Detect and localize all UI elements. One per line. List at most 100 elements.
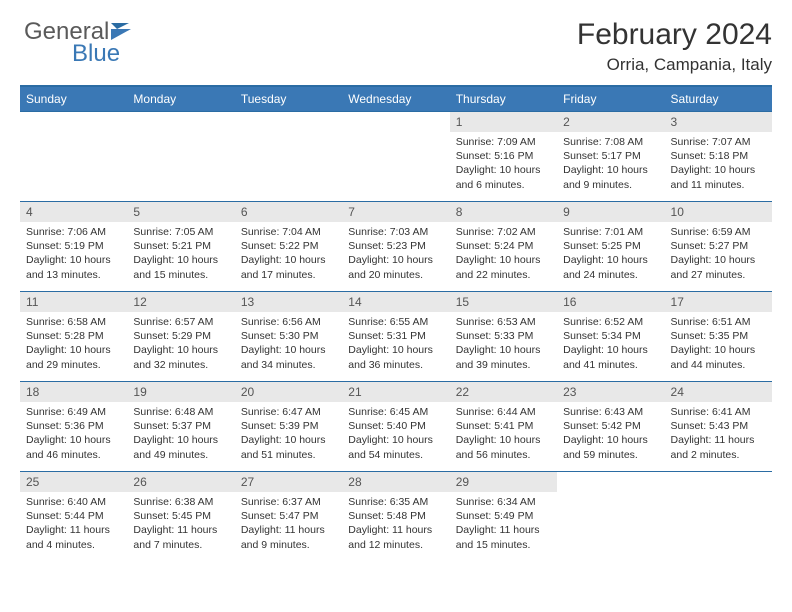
day-number: 10 — [665, 202, 772, 222]
sunrise-line: Sunrise: 6:41 AM — [671, 405, 766, 419]
day-number: 24 — [665, 382, 772, 402]
weekday-header: Wednesday — [342, 86, 449, 112]
day-content: Sunrise: 7:03 AMSunset: 5:23 PMDaylight:… — [342, 222, 449, 288]
day-number: 23 — [557, 382, 664, 402]
calendar-cell: 17Sunrise: 6:51 AMSunset: 5:35 PMDayligh… — [665, 292, 772, 382]
daylight-line: Daylight: 10 hours and 22 minutes. — [456, 253, 551, 281]
day-content: Sunrise: 6:38 AMSunset: 5:45 PMDaylight:… — [127, 492, 234, 558]
sunset-line: Sunset: 5:17 PM — [563, 149, 658, 163]
sunset-line: Sunset: 5:23 PM — [348, 239, 443, 253]
calendar-cell: 13Sunrise: 6:56 AMSunset: 5:30 PMDayligh… — [235, 292, 342, 382]
day-content: Sunrise: 6:57 AMSunset: 5:29 PMDaylight:… — [127, 312, 234, 378]
sunrise-line: Sunrise: 6:57 AM — [133, 315, 228, 329]
weekday-header: Tuesday — [235, 86, 342, 112]
sunset-line: Sunset: 5:35 PM — [671, 329, 766, 343]
daylight-line: Daylight: 11 hours and 12 minutes. — [348, 523, 443, 551]
sunrise-line: Sunrise: 7:01 AM — [563, 225, 658, 239]
sunset-line: Sunset: 5:28 PM — [26, 329, 121, 343]
weekday-header: Thursday — [450, 86, 557, 112]
sunrise-line: Sunrise: 6:56 AM — [241, 315, 336, 329]
daylight-line: Daylight: 10 hours and 54 minutes. — [348, 433, 443, 461]
daylight-line: Daylight: 10 hours and 32 minutes. — [133, 343, 228, 371]
sunrise-line: Sunrise: 6:34 AM — [456, 495, 551, 509]
day-content: Sunrise: 6:41 AMSunset: 5:43 PMDaylight:… — [665, 402, 772, 468]
sunset-line: Sunset: 5:27 PM — [671, 239, 766, 253]
day-number: 11 — [20, 292, 127, 312]
daylight-line: Daylight: 10 hours and 36 minutes. — [348, 343, 443, 371]
calendar-cell: 18Sunrise: 6:49 AMSunset: 5:36 PMDayligh… — [20, 382, 127, 472]
sunset-line: Sunset: 5:31 PM — [348, 329, 443, 343]
day-number: 26 — [127, 472, 234, 492]
sunrise-line: Sunrise: 6:44 AM — [456, 405, 551, 419]
sunrise-line: Sunrise: 6:48 AM — [133, 405, 228, 419]
sunset-line: Sunset: 5:16 PM — [456, 149, 551, 163]
weekday-header: Sunday — [20, 86, 127, 112]
sunrise-line: Sunrise: 6:43 AM — [563, 405, 658, 419]
daylight-line: Daylight: 10 hours and 6 minutes. — [456, 163, 551, 191]
day-content: Sunrise: 7:01 AMSunset: 5:25 PMDaylight:… — [557, 222, 664, 288]
daylight-line: Daylight: 10 hours and 29 minutes. — [26, 343, 121, 371]
calendar-week-row: 18Sunrise: 6:49 AMSunset: 5:36 PMDayligh… — [20, 382, 772, 472]
empty-day — [127, 112, 234, 132]
day-number: 5 — [127, 202, 234, 222]
day-content: Sunrise: 6:35 AMSunset: 5:48 PMDaylight:… — [342, 492, 449, 558]
sunrise-line: Sunrise: 7:02 AM — [456, 225, 551, 239]
calendar-cell: 6Sunrise: 7:04 AMSunset: 5:22 PMDaylight… — [235, 202, 342, 292]
weekday-header: Monday — [127, 86, 234, 112]
sunset-line: Sunset: 5:48 PM — [348, 509, 443, 523]
day-number: 20 — [235, 382, 342, 402]
day-content: Sunrise: 6:55 AMSunset: 5:31 PMDaylight:… — [342, 312, 449, 378]
calendar-week-row: 11Sunrise: 6:58 AMSunset: 5:28 PMDayligh… — [20, 292, 772, 382]
sunset-line: Sunset: 5:40 PM — [348, 419, 443, 433]
empty-day — [557, 472, 664, 492]
day-number: 17 — [665, 292, 772, 312]
calendar-cell: 26Sunrise: 6:38 AMSunset: 5:45 PMDayligh… — [127, 472, 234, 562]
sunrise-line: Sunrise: 7:07 AM — [671, 135, 766, 149]
sunset-line: Sunset: 5:21 PM — [133, 239, 228, 253]
day-content: Sunrise: 7:05 AMSunset: 5:21 PMDaylight:… — [127, 222, 234, 288]
calendar-cell — [235, 112, 342, 202]
sunset-line: Sunset: 5:42 PM — [563, 419, 658, 433]
calendar-cell: 24Sunrise: 6:41 AMSunset: 5:43 PMDayligh… — [665, 382, 772, 472]
calendar-cell — [342, 112, 449, 202]
empty-day — [342, 112, 449, 132]
day-number: 1 — [450, 112, 557, 132]
calendar-cell: 20Sunrise: 6:47 AMSunset: 5:39 PMDayligh… — [235, 382, 342, 472]
calendar-cell — [20, 112, 127, 202]
day-content: Sunrise: 6:53 AMSunset: 5:33 PMDaylight:… — [450, 312, 557, 378]
day-content: Sunrise: 7:09 AMSunset: 5:16 PMDaylight:… — [450, 132, 557, 198]
calendar-table: SundayMondayTuesdayWednesdayThursdayFrid… — [20, 85, 772, 562]
daylight-line: Daylight: 11 hours and 2 minutes. — [671, 433, 766, 461]
day-content: Sunrise: 6:34 AMSunset: 5:49 PMDaylight:… — [450, 492, 557, 558]
title-block: February 2024 Orria, Campania, Italy — [577, 18, 772, 75]
day-number: 19 — [127, 382, 234, 402]
sunset-line: Sunset: 5:37 PM — [133, 419, 228, 433]
daylight-line: Daylight: 10 hours and 51 minutes. — [241, 433, 336, 461]
weekday-header: Friday — [557, 86, 664, 112]
daylight-line: Daylight: 10 hours and 34 minutes. — [241, 343, 336, 371]
day-content: Sunrise: 6:59 AMSunset: 5:27 PMDaylight:… — [665, 222, 772, 288]
logo: GeneralBlue — [20, 18, 137, 68]
daylight-line: Daylight: 10 hours and 15 minutes. — [133, 253, 228, 281]
sunset-line: Sunset: 5:33 PM — [456, 329, 551, 343]
daylight-line: Daylight: 11 hours and 15 minutes. — [456, 523, 551, 551]
daylight-line: Daylight: 10 hours and 41 minutes. — [563, 343, 658, 371]
sunrise-line: Sunrise: 7:06 AM — [26, 225, 121, 239]
day-number: 29 — [450, 472, 557, 492]
calendar-cell: 3Sunrise: 7:07 AMSunset: 5:18 PMDaylight… — [665, 112, 772, 202]
daylight-line: Daylight: 11 hours and 7 minutes. — [133, 523, 228, 551]
day-content: Sunrise: 6:56 AMSunset: 5:30 PMDaylight:… — [235, 312, 342, 378]
sunset-line: Sunset: 5:19 PM — [26, 239, 121, 253]
day-content: Sunrise: 6:48 AMSunset: 5:37 PMDaylight:… — [127, 402, 234, 468]
daylight-line: Daylight: 10 hours and 44 minutes. — [671, 343, 766, 371]
calendar-cell — [127, 112, 234, 202]
sunset-line: Sunset: 5:18 PM — [671, 149, 766, 163]
daylight-line: Daylight: 10 hours and 49 minutes. — [133, 433, 228, 461]
day-number: 18 — [20, 382, 127, 402]
sunrise-line: Sunrise: 6:38 AM — [133, 495, 228, 509]
calendar-cell: 9Sunrise: 7:01 AMSunset: 5:25 PMDaylight… — [557, 202, 664, 292]
calendar-cell — [557, 472, 664, 562]
sunrise-line: Sunrise: 6:55 AM — [348, 315, 443, 329]
calendar-cell: 5Sunrise: 7:05 AMSunset: 5:21 PMDaylight… — [127, 202, 234, 292]
calendar-week-row: 1Sunrise: 7:09 AMSunset: 5:16 PMDaylight… — [20, 112, 772, 202]
